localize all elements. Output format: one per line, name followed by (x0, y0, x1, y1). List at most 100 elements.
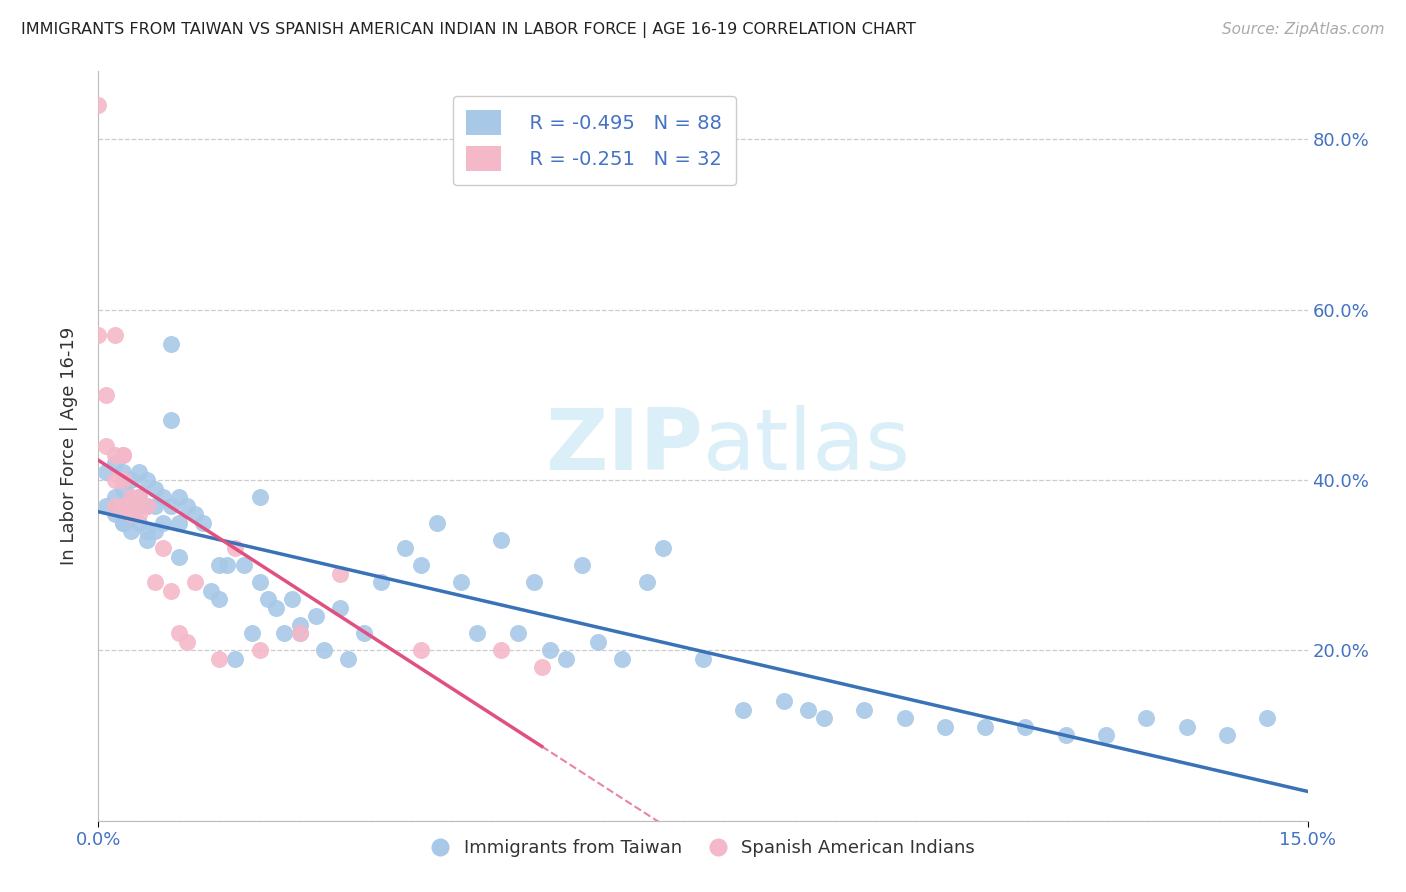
Point (813, 711, 835, 725)
Point (538, 643, 561, 657)
Legend: Immigrants from Taiwan, Spanish American Indians: Immigrants from Taiwan, Spanish American… (423, 831, 983, 864)
Point (772, 694, 794, 708)
Point (1054, 729, 1077, 743)
Point (135, 499, 157, 513)
Point (394, 541, 416, 556)
Point (103, 507, 125, 521)
Point (224, 541, 246, 556)
Point (135, 473, 157, 487)
Point (571, 558, 593, 573)
Point (103, 448, 125, 462)
Point (103, 473, 125, 487)
Point (1095, 729, 1118, 743)
Point (1216, 729, 1239, 743)
Point (128, 465, 150, 479)
Text: IMMIGRANTS FROM TAIWAN VS SPANISH AMERICAN INDIAN IN LABOR FORCE | AGE 16-19 COR: IMMIGRANTS FROM TAIWAN VS SPANISH AMERIC… (21, 22, 915, 38)
Point (491, 533, 513, 547)
Point (111, 448, 134, 462)
Point (143, 499, 166, 513)
Point (120, 507, 142, 521)
Point (96, 465, 118, 479)
Point (135, 533, 157, 547)
Point (465, 626, 488, 640)
Point (337, 652, 360, 666)
Point (128, 507, 150, 521)
Point (612, 652, 634, 666)
Point (636, 575, 658, 590)
Point (232, 558, 254, 573)
Point (256, 592, 278, 607)
Point (893, 711, 915, 725)
Point (305, 609, 328, 624)
Point (523, 575, 546, 590)
Point (143, 482, 166, 496)
Point (128, 490, 150, 504)
Point (135, 524, 157, 538)
Point (111, 448, 134, 462)
Point (208, 652, 231, 666)
Point (240, 626, 263, 640)
Point (217, 558, 239, 573)
Point (96, 499, 118, 513)
Point (152, 541, 174, 556)
Point (111, 499, 134, 513)
Point (111, 465, 134, 479)
Point (176, 635, 198, 649)
Point (651, 541, 673, 556)
Point (208, 558, 231, 573)
Point (96, 439, 118, 453)
Text: Source: ZipAtlas.com: Source: ZipAtlas.com (1222, 22, 1385, 37)
Point (160, 413, 183, 427)
Point (329, 600, 352, 615)
Point (120, 524, 142, 538)
Point (249, 643, 271, 657)
Point (111, 516, 134, 530)
Point (160, 336, 183, 351)
Point (128, 490, 150, 504)
Point (184, 575, 207, 590)
Point (143, 575, 166, 590)
Point (103, 499, 125, 513)
Point (555, 652, 578, 666)
Point (176, 499, 198, 513)
Point (1014, 720, 1036, 734)
Point (491, 643, 513, 657)
Point (152, 516, 174, 530)
Point (797, 703, 820, 717)
Point (87, 328, 110, 343)
Point (288, 626, 311, 640)
Point (353, 626, 375, 640)
Point (120, 490, 142, 504)
Point (249, 490, 271, 504)
Point (111, 473, 134, 487)
Point (111, 499, 134, 513)
Point (111, 516, 134, 530)
Point (103, 328, 125, 343)
Text: atlas: atlas (703, 404, 911, 488)
Point (1135, 711, 1157, 725)
Point (152, 490, 174, 504)
Point (111, 482, 134, 496)
Point (167, 516, 190, 530)
Point (143, 524, 166, 538)
Point (370, 575, 392, 590)
Point (314, 643, 336, 657)
Point (1256, 711, 1278, 725)
Point (288, 626, 311, 640)
Point (208, 592, 231, 607)
Point (934, 720, 956, 734)
Point (135, 499, 157, 513)
Point (160, 583, 183, 598)
Point (273, 626, 295, 640)
Point (1175, 720, 1198, 734)
Point (974, 720, 997, 734)
Point (281, 592, 304, 607)
Point (120, 499, 142, 513)
Point (733, 703, 755, 717)
Point (224, 652, 246, 666)
Point (530, 660, 553, 674)
Point (184, 507, 207, 521)
Point (409, 558, 432, 573)
Point (249, 575, 271, 590)
Point (160, 499, 183, 513)
